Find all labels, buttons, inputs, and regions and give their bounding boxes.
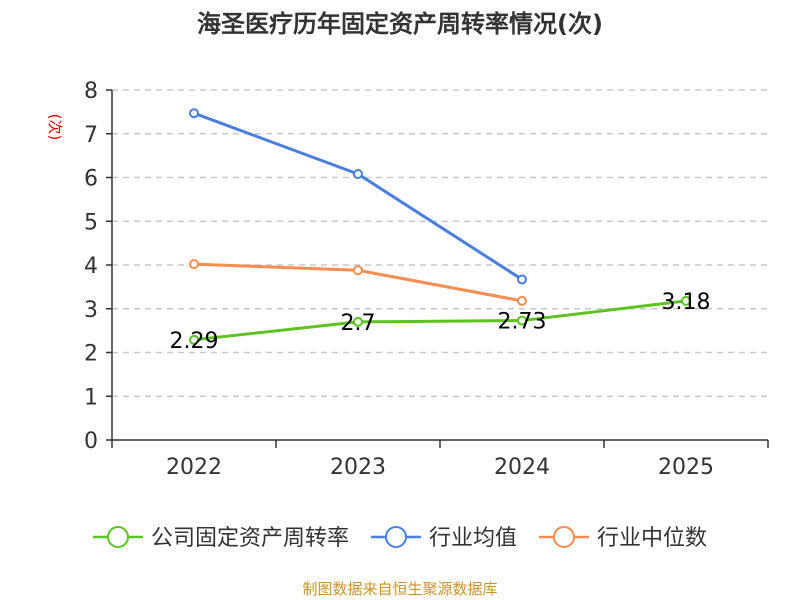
y-tick-label: 4 bbox=[84, 254, 98, 279]
chart-title: 海圣医疗历年固定资产周转率情况(次) bbox=[197, 10, 603, 38]
data-label: 2.73 bbox=[498, 310, 547, 335]
data-point bbox=[517, 315, 527, 326]
x-tick-label: 2023 bbox=[330, 455, 386, 480]
data-point bbox=[517, 274, 527, 285]
y-tick-label: 8 bbox=[84, 79, 98, 104]
x-tick-label: 2024 bbox=[494, 455, 550, 480]
y-tick-label: 1 bbox=[84, 385, 98, 410]
legend[interactable]: 公司固定资产周转率 行业均值 行业中位数 bbox=[93, 526, 707, 551]
data-point bbox=[189, 108, 199, 119]
legend-item-0[interactable]: 公司固定资产周转率 bbox=[93, 526, 349, 551]
data-label: 3.18 bbox=[662, 290, 711, 315]
legend-marker-icon bbox=[385, 526, 407, 548]
legend-marker-icon bbox=[553, 526, 575, 548]
source-note: 制图数据来自恒生聚源数据库 bbox=[302, 580, 497, 598]
y-tick-label: 0 bbox=[84, 429, 98, 454]
data-label: 2.7 bbox=[341, 311, 376, 336]
data-point bbox=[681, 295, 691, 306]
data-labels: 2.29 2.7 2.73 3.18 bbox=[170, 290, 711, 354]
series-lines bbox=[189, 108, 691, 345]
legend-item-1[interactable]: 行业均值 bbox=[371, 526, 517, 551]
legend-marker-icon bbox=[107, 526, 129, 548]
y-tick-label: 6 bbox=[84, 167, 98, 192]
data-point bbox=[517, 295, 527, 306]
data-point bbox=[353, 265, 363, 276]
series-line-1 bbox=[193, 111, 523, 281]
x-tick-label: 2025 bbox=[658, 455, 714, 480]
y-tick-label: 3 bbox=[84, 298, 98, 323]
data-label: 2.29 bbox=[170, 329, 219, 354]
legend-label: 行业中位数 bbox=[597, 526, 707, 551]
legend-label: 公司固定资产周转率 bbox=[151, 526, 349, 551]
data-point bbox=[353, 316, 363, 327]
data-point bbox=[353, 169, 363, 179]
y-tick-label: 5 bbox=[84, 210, 98, 235]
series-line-0 bbox=[193, 299, 687, 342]
legend-item-2[interactable]: 行业中位数 bbox=[539, 526, 707, 551]
legend-label: 行业均值 bbox=[429, 526, 517, 551]
data-point bbox=[189, 259, 199, 270]
x-tick-label: 2022 bbox=[166, 455, 222, 480]
y-axis-label: (次) bbox=[46, 114, 64, 141]
y-tick-label: 7 bbox=[84, 123, 98, 148]
data-point bbox=[189, 334, 199, 345]
y-tick-label: 2 bbox=[84, 342, 98, 367]
axes: 0 1 2 3 4 5 6 7 8 2022 2023 2024 2025 bbox=[84, 79, 769, 480]
